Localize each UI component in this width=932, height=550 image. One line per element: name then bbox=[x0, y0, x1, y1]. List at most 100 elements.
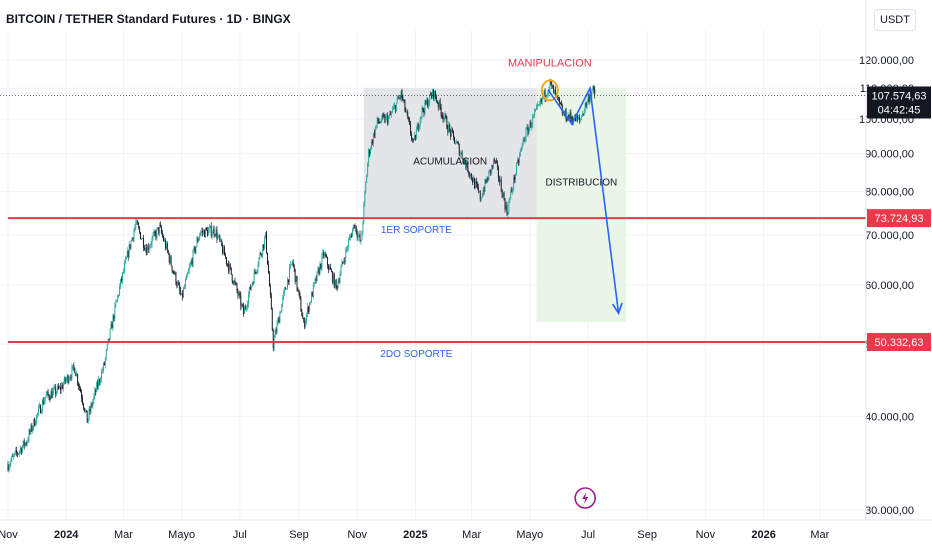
candle-body bbox=[564, 109, 566, 116]
candle-body bbox=[104, 357, 106, 366]
candle-body bbox=[97, 382, 99, 387]
candle-body bbox=[581, 113, 583, 117]
candle-body bbox=[592, 87, 594, 90]
candle-body bbox=[73, 365, 75, 368]
candle-body bbox=[151, 237, 153, 245]
candle-body bbox=[445, 114, 447, 118]
candle-body bbox=[239, 293, 241, 296]
support-price-text: 50.332,63 bbox=[875, 337, 924, 349]
candle-body bbox=[88, 409, 90, 419]
candle-body bbox=[386, 115, 388, 117]
distribution-zone bbox=[536, 88, 627, 323]
chart-title: BITCOIN / TETHER Standard Futures · 1D ·… bbox=[6, 12, 291, 26]
candle-body bbox=[174, 272, 176, 275]
candle-body bbox=[447, 128, 449, 133]
candle-body bbox=[461, 152, 463, 159]
price-tick-label: 40.000,00 bbox=[865, 412, 914, 424]
candle-body bbox=[385, 116, 387, 123]
candle-body bbox=[258, 257, 260, 266]
candle-body bbox=[531, 124, 533, 128]
candle-body bbox=[394, 105, 396, 112]
candle-body bbox=[16, 450, 18, 453]
candle-body bbox=[470, 174, 472, 176]
candle-body bbox=[399, 97, 401, 99]
candle-body bbox=[96, 382, 98, 392]
candle-body bbox=[400, 90, 402, 98]
candle-body bbox=[129, 244, 131, 249]
price-axis[interactable]: 120.000,00110.000,00100.000,0090.000,008… bbox=[859, 0, 931, 520]
candle-body bbox=[309, 302, 310, 312]
candle-body bbox=[353, 224, 355, 229]
time-axis[interactable]: Nov 2024 Mar Mayo Jul Sep Nov 2025 Mar Mayo Jul Sep… bbox=[0, 519, 932, 541]
event-marker[interactable] bbox=[574, 487, 596, 509]
price-tick-label: 90.000,00 bbox=[865, 148, 914, 160]
candle-body bbox=[324, 253, 326, 256]
candle-body bbox=[9, 464, 11, 467]
time-tick-label: 2026 bbox=[751, 529, 775, 541]
candle-body bbox=[237, 290, 239, 296]
candle-body bbox=[501, 190, 503, 198]
candle-body bbox=[193, 247, 195, 251]
candle-body bbox=[190, 260, 192, 264]
candle-body bbox=[85, 410, 87, 412]
candle-body bbox=[201, 230, 203, 233]
candle-body bbox=[207, 229, 209, 236]
candle-body bbox=[292, 261, 294, 266]
candle-body bbox=[363, 203, 365, 223]
candle-body bbox=[589, 95, 591, 102]
candle-body bbox=[199, 234, 201, 238]
candle-body bbox=[493, 159, 495, 167]
candle-body bbox=[101, 370, 103, 372]
candle-body bbox=[226, 263, 228, 265]
candle-body bbox=[128, 244, 130, 258]
candle-body bbox=[489, 169, 491, 172]
candle-body bbox=[155, 233, 157, 238]
candle-body bbox=[356, 232, 358, 238]
candle-body bbox=[509, 197, 511, 202]
candle-body bbox=[47, 391, 49, 395]
candle-body bbox=[537, 104, 539, 106]
candle-body bbox=[519, 151, 521, 156]
candle-body bbox=[393, 105, 395, 107]
candle-body bbox=[149, 245, 151, 248]
candle-body bbox=[187, 270, 189, 274]
candle-body bbox=[10, 460, 12, 465]
candle-body bbox=[286, 288, 288, 290]
candle-body bbox=[388, 116, 390, 124]
candle-body bbox=[475, 181, 476, 189]
candle-body bbox=[167, 250, 169, 254]
currency-selector[interactable]: USDT bbox=[874, 9, 916, 31]
candle-body bbox=[113, 315, 115, 319]
candle-body bbox=[360, 240, 362, 242]
candle-body bbox=[339, 274, 341, 282]
candle-body bbox=[74, 367, 76, 374]
candle-body bbox=[411, 133, 413, 139]
candle-body bbox=[273, 337, 275, 349]
candle-body bbox=[414, 135, 416, 140]
candle-body bbox=[424, 100, 426, 114]
candle-body bbox=[332, 274, 334, 283]
candle-body bbox=[229, 264, 231, 268]
candle-body bbox=[7, 464, 9, 471]
candle-body bbox=[249, 286, 251, 290]
candle-body bbox=[138, 224, 140, 228]
candle-body bbox=[214, 234, 216, 236]
candle-body bbox=[331, 271, 333, 283]
candle-body bbox=[233, 280, 235, 284]
manipulation-circle bbox=[540, 79, 559, 102]
candle-body bbox=[463, 158, 465, 163]
candle-body bbox=[479, 191, 481, 201]
candle-body bbox=[320, 263, 322, 269]
candle-body bbox=[594, 89, 596, 96]
candle-body bbox=[51, 391, 53, 398]
candle-body bbox=[81, 398, 83, 404]
candle-body bbox=[485, 179, 487, 183]
candle-body bbox=[192, 250, 194, 265]
candle-body bbox=[234, 280, 236, 283]
candle-body bbox=[550, 79, 552, 84]
candle-body bbox=[134, 226, 136, 231]
candle-body bbox=[185, 274, 187, 281]
candle-body bbox=[358, 234, 360, 236]
candle-body bbox=[542, 97, 544, 99]
